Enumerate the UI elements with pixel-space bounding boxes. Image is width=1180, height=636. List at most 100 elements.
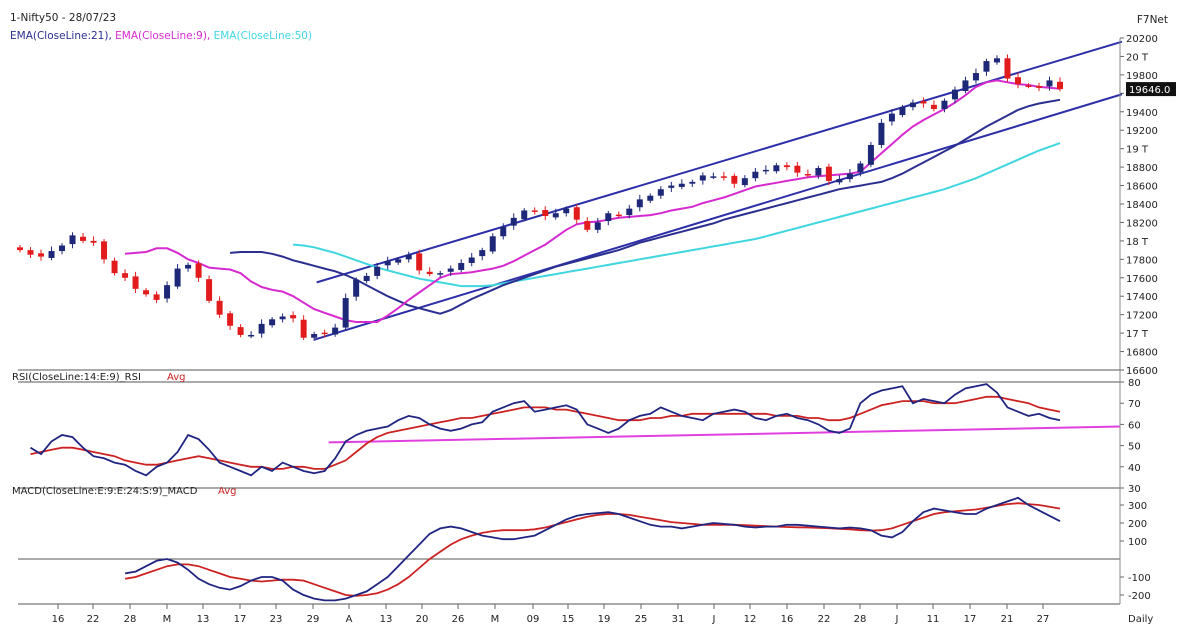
x-tick-label: 15 bbox=[562, 614, 575, 625]
candle-body bbox=[195, 263, 202, 278]
price-tick-label: 17400 bbox=[1126, 292, 1158, 303]
x-tick-label: 23 bbox=[270, 614, 283, 625]
x-tick-label: 11 bbox=[927, 614, 940, 625]
x-tick-label: J bbox=[712, 614, 716, 625]
candle-body bbox=[384, 261, 391, 266]
price-tick-label: 18800 bbox=[1126, 163, 1158, 174]
price-tick-label: 16600 bbox=[1126, 366, 1158, 377]
candle-body bbox=[1025, 85, 1032, 87]
candle-body bbox=[951, 89, 958, 100]
rsi-avg-line bbox=[30, 395, 1061, 470]
x-tick-label: 12 bbox=[744, 614, 757, 625]
candle-body bbox=[111, 260, 118, 274]
candle-body bbox=[584, 221, 591, 230]
candle-body bbox=[90, 240, 97, 243]
candle-body bbox=[888, 113, 895, 122]
candle-body bbox=[615, 214, 622, 217]
candle-body bbox=[132, 276, 139, 289]
candle-body bbox=[353, 279, 360, 297]
macd-avg-label: Avg bbox=[218, 486, 237, 497]
candle-body bbox=[993, 58, 1000, 63]
candle-body bbox=[300, 319, 307, 338]
rsi-tick-label: 80 bbox=[1128, 378, 1141, 389]
candle-body bbox=[647, 195, 654, 201]
candle-body bbox=[59, 245, 66, 252]
candle-body bbox=[689, 181, 696, 184]
candle-body bbox=[311, 334, 318, 338]
price-tick-label: 19200 bbox=[1126, 126, 1158, 137]
x-tick-label: 22 bbox=[87, 614, 100, 625]
rsi-tick-label: 70 bbox=[1128, 399, 1141, 410]
candle-body bbox=[909, 102, 916, 108]
chart-title: 1-Nifty50 - 28/07/23 bbox=[10, 12, 117, 24]
rsi-tick-label: 60 bbox=[1128, 420, 1141, 431]
candle-body bbox=[636, 199, 643, 208]
candle-body bbox=[153, 294, 160, 300]
ema9-line bbox=[125, 79, 1061, 323]
rsi-tick-label: 40 bbox=[1128, 463, 1141, 474]
candle-body bbox=[342, 298, 349, 328]
price-tick-label: 20 T bbox=[1126, 52, 1149, 63]
candle-body bbox=[143, 290, 150, 295]
candle-body bbox=[815, 168, 822, 176]
candle-body bbox=[573, 207, 580, 220]
candle-body bbox=[731, 175, 738, 184]
candle-body bbox=[405, 254, 412, 260]
candle-body bbox=[468, 257, 475, 264]
x-tick-label: A bbox=[346, 614, 353, 625]
price-tick-label: 18400 bbox=[1126, 200, 1158, 211]
candle-body bbox=[983, 61, 990, 72]
candle-body bbox=[1057, 81, 1063, 90]
x-tick-label: 28 bbox=[854, 614, 867, 625]
price-tick-label: 19 T bbox=[1126, 145, 1149, 156]
price-tick-label: 16800 bbox=[1126, 348, 1158, 359]
candle-body bbox=[563, 208, 570, 214]
candle-body bbox=[1014, 77, 1021, 85]
candle-body bbox=[521, 210, 528, 220]
candle-body bbox=[479, 250, 486, 257]
x-tick-label: 26 bbox=[452, 614, 465, 625]
candle-body bbox=[426, 271, 433, 275]
candle-body bbox=[363, 275, 370, 282]
x-tick-label: 17 bbox=[234, 614, 247, 625]
candle-body bbox=[437, 273, 444, 275]
candle-body bbox=[962, 80, 969, 92]
candle-body bbox=[227, 313, 234, 326]
brand-label: F7Net bbox=[1136, 14, 1168, 26]
x-tick-label: 09 bbox=[527, 614, 540, 625]
candle-body bbox=[216, 300, 223, 315]
price-tick-label: 18 T bbox=[1126, 237, 1149, 248]
price-tick-label: 19800 bbox=[1126, 71, 1158, 82]
legend-ema21: EMA(CloseLine:21), bbox=[10, 30, 112, 42]
x-tick-label: 28 bbox=[124, 614, 137, 625]
rsi-tick-label: 50 bbox=[1128, 442, 1141, 453]
x-tick-label: 29 bbox=[307, 614, 320, 625]
candle-body bbox=[794, 165, 801, 173]
macd-tick-label: 100 bbox=[1128, 537, 1147, 548]
candle-body bbox=[710, 176, 717, 178]
candle-body bbox=[930, 104, 937, 110]
candle-body bbox=[762, 169, 769, 172]
candle-body bbox=[972, 73, 979, 81]
candle-body bbox=[38, 253, 45, 257]
candle-body bbox=[237, 327, 244, 335]
candle-body bbox=[258, 323, 265, 334]
candle-body bbox=[1046, 80, 1053, 87]
price-panel: 20200 20 T 19800 19400 19200 19 T 18800 18600 18… bbox=[17, 34, 1176, 377]
candle-body bbox=[17, 247, 23, 251]
candle-body bbox=[447, 268, 454, 272]
candle-body bbox=[594, 222, 601, 230]
candle-body bbox=[752, 171, 759, 179]
x-tick-label: 16 bbox=[52, 614, 65, 625]
price-tick-label: 17200 bbox=[1126, 311, 1158, 322]
candle-body bbox=[69, 235, 76, 245]
candle-body bbox=[500, 227, 507, 237]
candle-body bbox=[395, 259, 402, 263]
ema21-line bbox=[230, 98, 1061, 315]
candle-body bbox=[164, 285, 171, 299]
macd-tick-label: 300 bbox=[1128, 501, 1147, 512]
x-tick-label: 17 bbox=[964, 614, 977, 625]
macd-label: MACD(CloseLine:E:9:E:24:S:9)_MACD bbox=[12, 486, 198, 497]
candle-body bbox=[846, 173, 853, 180]
rsi-trendline bbox=[328, 425, 1121, 444]
